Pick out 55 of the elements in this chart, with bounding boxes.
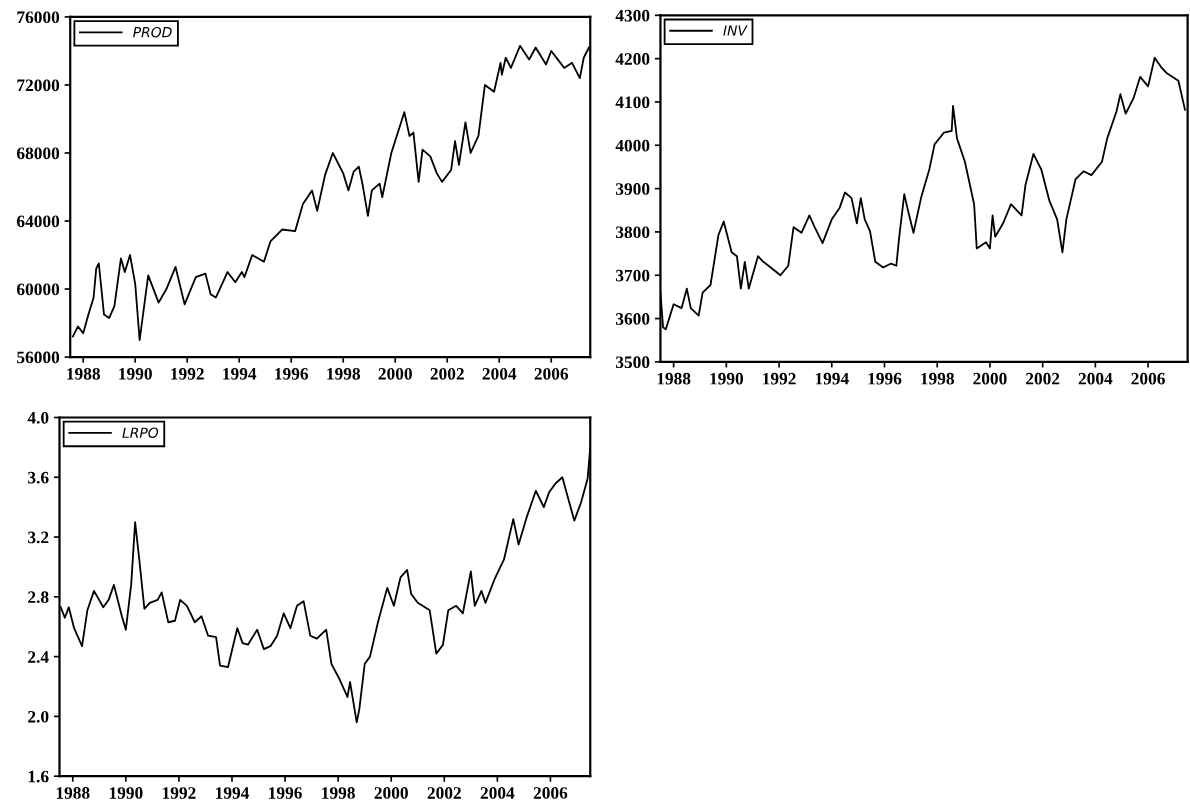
- x-tick-label: 1994: [216, 787, 250, 799]
- legend-label: INV: [723, 25, 748, 36]
- x-tick-label: 2000: [973, 372, 1007, 385]
- y-tick-label: 60000: [16, 283, 60, 296]
- y-tick-label: 3500: [615, 356, 650, 369]
- y-tick-label: 72000: [17, 79, 60, 92]
- x-tick-label: 2004: [482, 367, 517, 380]
- x-tick-label: 2006: [533, 787, 568, 799]
- x-tick-label: 2000: [374, 787, 408, 799]
- y-tick-label: 64000: [16, 215, 60, 228]
- x-tick-label: 1988: [56, 787, 90, 799]
- y-tick-label: 68000: [16, 147, 60, 160]
- x-tick-label: 1990: [710, 372, 744, 385]
- y-tick-label: 4000: [615, 139, 650, 152]
- y-tick-label: 56000: [17, 351, 60, 364]
- x-tick-label: 1998: [322, 787, 355, 799]
- x-tick-label: 1996: [269, 787, 302, 799]
- y-tick-label: 4.0: [27, 411, 49, 424]
- y-tick-label: 3600: [615, 313, 650, 325]
- x-tick-label: 1994: [223, 368, 257, 380]
- x-tick-label: 1990: [109, 787, 143, 799]
- x-tick-label: 2002: [427, 787, 461, 799]
- x-tick-label: 1998: [921, 372, 954, 385]
- x-tick-label: 2002: [1026, 372, 1060, 385]
- x-tick-label: 1996: [275, 368, 309, 380]
- x-tick-label: 1990: [119, 367, 152, 380]
- y-tick-label: 4300: [615, 9, 650, 22]
- y-tick-label: 4100: [615, 96, 650, 109]
- x-tick-label: 1988: [67, 367, 100, 380]
- y-tick-label: 2.4: [28, 651, 49, 663]
- y-tick-label: 3.2: [28, 531, 49, 544]
- x-tick-label: 1996: [868, 372, 902, 385]
- x-tick-label: 2006: [1131, 372, 1165, 385]
- legend-label: PROD: [133, 26, 172, 38]
- x-tick-label: 1988: [657, 372, 691, 385]
- y-tick-label: 76000: [17, 11, 60, 24]
- y-tick-label: 3800: [615, 226, 650, 239]
- x-tick-label: 1998: [327, 367, 361, 380]
- y-tick-label: 1.6: [28, 770, 49, 783]
- x-tick-label: 2006: [534, 367, 569, 380]
- x-tick-label: 1992: [763, 372, 796, 385]
- y-tick-label: 3900: [615, 183, 650, 195]
- x-tick-label: 2000: [378, 367, 412, 380]
- x-tick-label: 2002: [430, 367, 464, 380]
- y-tick-label: 3700: [615, 269, 650, 282]
- x-tick-label: 2004: [1078, 372, 1113, 385]
- x-tick-label: 1992: [171, 368, 204, 380]
- x-tick-label: 2004: [480, 787, 515, 799]
- legend-label: LRPO: [122, 427, 159, 438]
- y-tick-label: 2.0: [28, 710, 49, 723]
- y-tick-label: 4200: [615, 53, 650, 65]
- y-tick-label: 2.8: [28, 591, 49, 604]
- x-tick-label: 1994: [815, 372, 849, 385]
- x-tick-label: 1992: [162, 787, 196, 799]
- y-tick-label: 3.6: [28, 471, 49, 484]
